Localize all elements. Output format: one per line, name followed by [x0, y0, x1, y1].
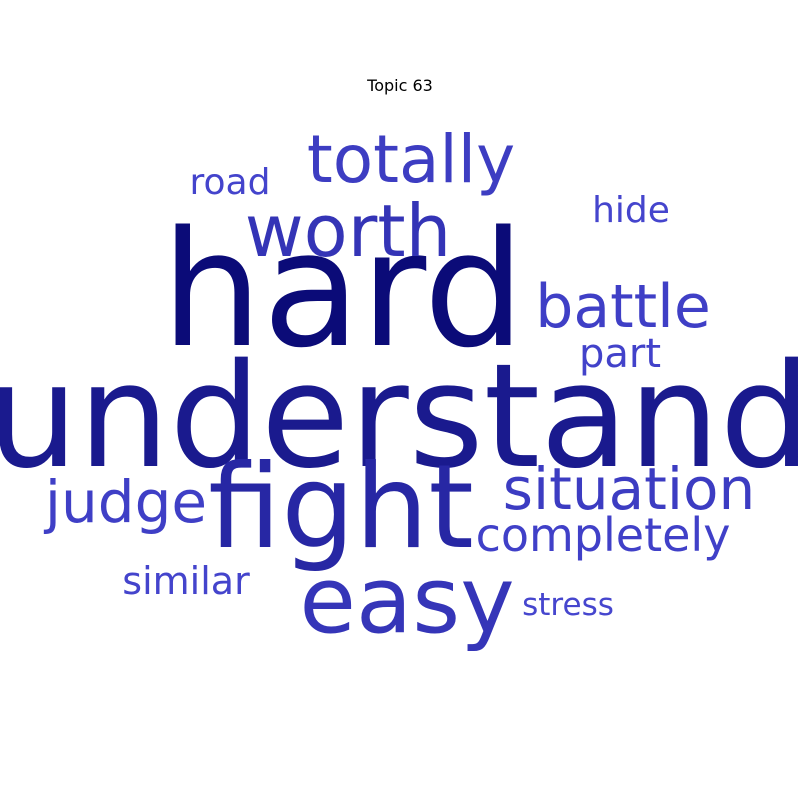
word-similar: similar	[122, 559, 250, 603]
word-hard: hard	[161, 196, 525, 383]
word-completely: completely	[475, 508, 731, 562]
word-easy: easy	[299, 547, 515, 654]
word-fight: fight	[208, 440, 474, 575]
word-road: road	[189, 162, 271, 203]
chart-title: Topic 63	[367, 76, 433, 95]
word-understand: understand	[0, 332, 800, 500]
word-judge: judge	[44, 468, 208, 536]
word-battle: battle	[535, 272, 711, 342]
word-worth: worth	[244, 189, 452, 273]
word-stress: stress	[522, 587, 614, 623]
word-totally: totally	[306, 121, 516, 198]
word-hide: hide	[592, 190, 670, 231]
word-part: part	[578, 331, 662, 377]
word-situation: situation	[502, 455, 756, 523]
